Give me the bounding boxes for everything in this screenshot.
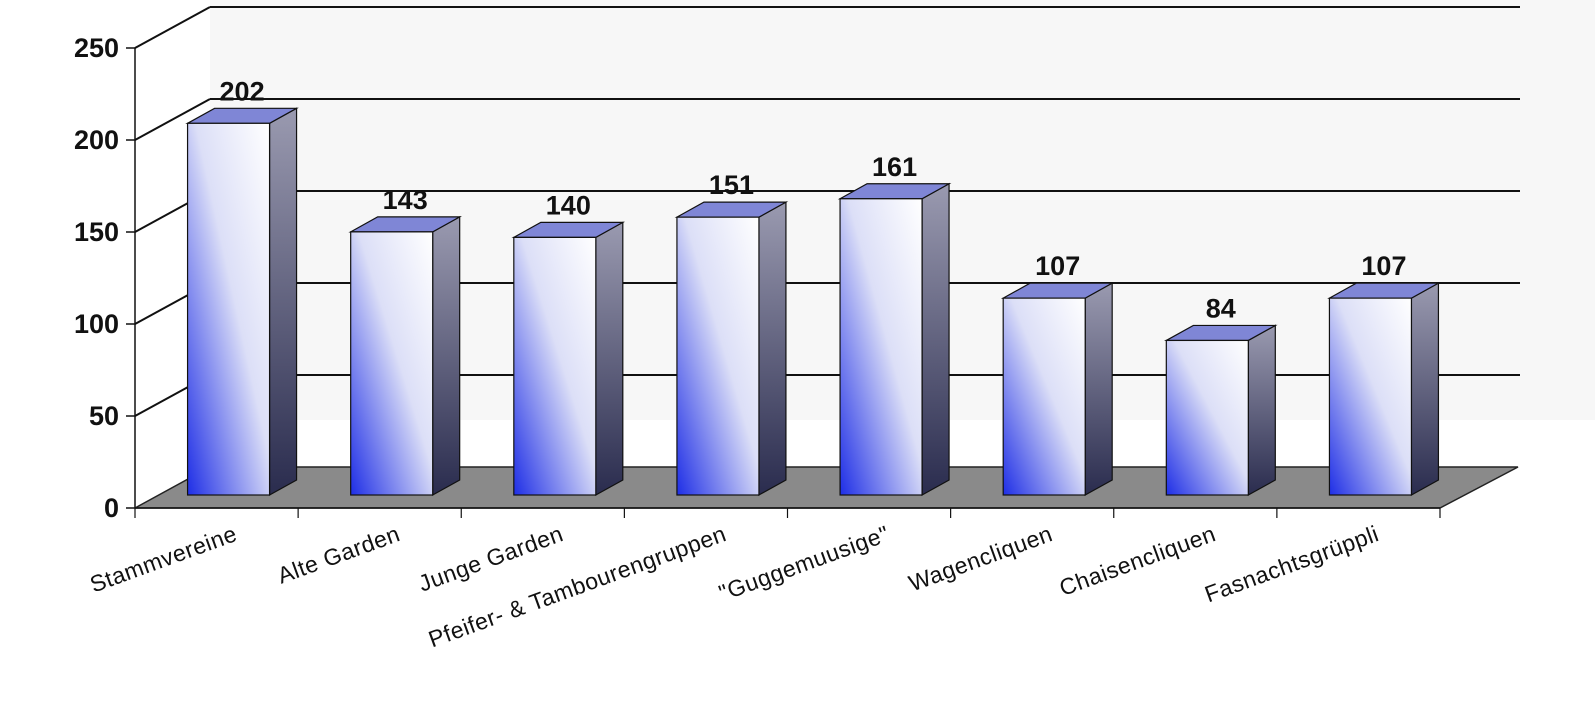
y-tick-label: 200: [74, 125, 119, 155]
y-axis: 0 50 100 150 200 250: [74, 33, 136, 523]
bar-side: [1084, 282, 1113, 497]
x-category-label: Fasnachtsgrüppli: [1201, 520, 1382, 607]
bar-front: [1002, 297, 1086, 496]
data-label: 202: [220, 76, 265, 106]
y-tick-label: 250: [74, 33, 119, 63]
bar-front: [186, 122, 271, 496]
y-tick-label: 150: [74, 217, 119, 247]
bar-side: [268, 107, 298, 497]
y-tick-label: 0: [104, 493, 119, 523]
bar-front: [1328, 297, 1413, 496]
x-category-label: Stammvereine: [86, 520, 240, 597]
y-tick-label: 100: [74, 309, 119, 339]
x-axis: Stammvereine Alte Garden Junge GardenPfeif…: [86, 507, 1441, 652]
bar-side: [595, 221, 624, 497]
bar-front: [676, 216, 760, 496]
bar-front: [513, 236, 597, 496]
bar-side: [1410, 282, 1440, 497]
x-category-label: Alte Garden: [274, 520, 403, 588]
data-label: 140: [546, 190, 591, 220]
x-category-label: Chaisencliquen: [1056, 520, 1219, 601]
bar: [837, 182, 952, 497]
x-category-label: "Guggemuusige": [715, 520, 892, 606]
bar-side: [432, 215, 461, 497]
bar-side: [921, 182, 950, 497]
y-tick-label: 50: [89, 401, 119, 431]
x-category-label: Wagencliquen: [905, 520, 1056, 596]
chart-floor: [134, 466, 1519, 509]
bar: [674, 201, 789, 497]
bar-front: [1165, 339, 1249, 496]
data-labels: 202 143 140 151 161 107 84 107: [220, 76, 1407, 323]
floor-plane: [134, 466, 1519, 509]
gridline-diagonal: [134, 98, 211, 141]
data-label: 107: [1361, 251, 1406, 281]
gridline-diagonal: [134, 6, 211, 49]
data-label: 107: [1035, 251, 1080, 281]
data-label: 143: [383, 185, 428, 215]
data-label: 161: [872, 152, 917, 182]
bar: [1000, 282, 1115, 497]
bars: [185, 107, 1441, 497]
bar-front: [839, 198, 923, 496]
bar: [348, 215, 463, 497]
bar: [1327, 282, 1441, 497]
bar: [1163, 324, 1278, 497]
bar-front: [350, 231, 434, 496]
data-label: 151: [709, 170, 754, 200]
x-category-label: Pfeifer- & Tambourengruppen: [425, 520, 730, 652]
bar: [511, 221, 626, 497]
bar: [185, 107, 299, 497]
bar-side: [1247, 324, 1276, 497]
data-label: 84: [1206, 293, 1236, 323]
bar-side: [758, 201, 787, 497]
